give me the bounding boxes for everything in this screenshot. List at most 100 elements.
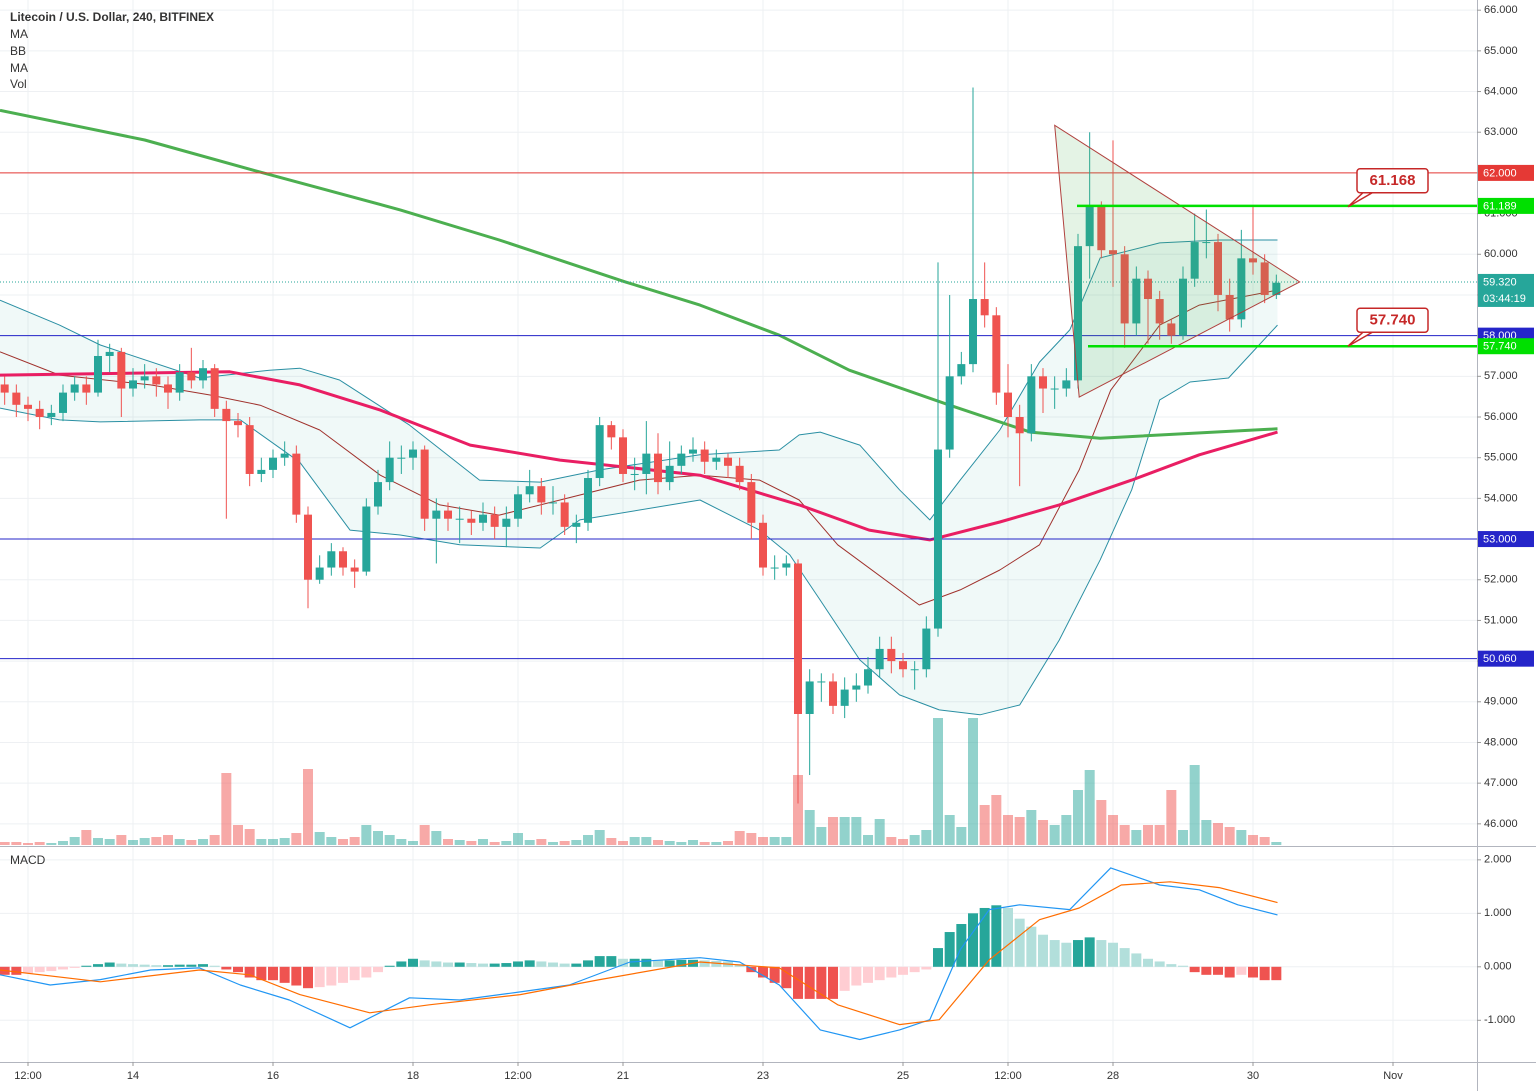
y-tick-label: 63.000 xyxy=(1484,126,1518,138)
histogram-bar xyxy=(1154,961,1165,967)
volume-bar xyxy=(1236,830,1247,845)
volume-bar xyxy=(256,839,267,845)
histogram-bar xyxy=(174,964,185,967)
y-tick-label: 49.000 xyxy=(1484,696,1518,708)
volume-bar xyxy=(454,840,465,845)
volume-bar xyxy=(653,840,663,845)
volume-bar xyxy=(209,835,220,845)
histogram-bar xyxy=(594,956,605,967)
histogram-bar xyxy=(874,966,885,981)
volume-bar xyxy=(58,841,68,845)
volume-bar xyxy=(69,837,80,845)
x-tick-label: 12:00 xyxy=(14,1070,42,1082)
histogram-bar xyxy=(711,960,722,967)
histogram-bar xyxy=(361,966,372,978)
bollinger-middle xyxy=(0,289,1278,606)
x-tick-label: 16 xyxy=(267,1070,279,1082)
histogram-bar xyxy=(431,961,442,967)
histogram-bar xyxy=(1108,942,1118,967)
histogram-bar xyxy=(23,966,33,974)
volume-bar xyxy=(909,835,920,845)
volume-bar xyxy=(874,819,885,845)
histogram-bar xyxy=(851,966,862,986)
candle-body xyxy=(374,482,382,507)
histogram-bar xyxy=(781,966,792,989)
candle-body xyxy=(817,681,826,683)
histogram-bar xyxy=(396,961,407,967)
volume-bar xyxy=(489,842,500,845)
candle-body xyxy=(665,465,674,483)
candle-body xyxy=(164,384,172,393)
candle-body xyxy=(887,648,896,662)
target-label: 57.740 xyxy=(1483,341,1517,353)
current-price-label: 59.320 xyxy=(1483,276,1517,288)
legend-item: MA xyxy=(10,27,28,41)
candle-body xyxy=(105,351,114,356)
histogram-bar xyxy=(1038,934,1048,967)
candle-body xyxy=(1237,258,1246,320)
candle-body xyxy=(1085,205,1094,247)
histogram-bar xyxy=(839,966,850,991)
volume-bar xyxy=(921,830,932,845)
countdown-label: 03:44:19 xyxy=(1483,293,1526,305)
candle-body xyxy=(222,408,231,422)
histogram-bar xyxy=(536,961,547,967)
candle-body xyxy=(152,376,161,385)
volume-bar xyxy=(1259,837,1270,845)
histogram-bar xyxy=(641,958,652,967)
histogram-bar xyxy=(559,963,570,967)
volume-bar xyxy=(128,840,138,845)
candle-body xyxy=(1155,299,1164,324)
volume-bar xyxy=(384,835,395,845)
histogram-bar xyxy=(384,965,395,967)
histogram-bar xyxy=(1119,948,1130,967)
candle-body xyxy=(514,494,522,519)
histogram-bar xyxy=(513,961,523,967)
y-tick-label: 66.000 xyxy=(1484,4,1518,16)
histogram-bar xyxy=(804,966,815,999)
candle-body xyxy=(210,368,219,409)
candle-body xyxy=(1260,262,1269,295)
histogram-bar xyxy=(991,905,1002,967)
candle-body xyxy=(945,376,954,450)
level-box xyxy=(1478,650,1534,667)
candle-body xyxy=(24,404,32,409)
volume-bar xyxy=(1061,815,1072,845)
callout-box xyxy=(1356,307,1429,333)
volume-bar xyxy=(174,839,185,845)
series xyxy=(0,87,1477,999)
histogram-bar xyxy=(186,964,197,967)
volume-bar xyxy=(104,839,115,845)
histogram-bar xyxy=(151,965,162,967)
histogram-bar xyxy=(1271,966,1282,981)
candle-body xyxy=(922,628,931,670)
volume-bar xyxy=(338,839,348,845)
volume-bar xyxy=(314,832,325,845)
histogram-bar xyxy=(1073,940,1083,967)
histogram-bar xyxy=(886,966,897,978)
histogram-bar xyxy=(653,960,663,967)
volume-bar xyxy=(816,827,827,845)
volume-bar xyxy=(723,841,733,845)
volume-bar xyxy=(676,842,687,845)
histogram-bar xyxy=(921,966,932,970)
volume-bar xyxy=(361,825,372,845)
volume-bar xyxy=(1224,827,1235,845)
candle-body xyxy=(782,563,791,568)
volume-bar xyxy=(571,840,582,845)
volume-bar xyxy=(583,835,593,845)
candle-body xyxy=(129,380,137,389)
histogram-bar xyxy=(524,960,535,967)
candle-body xyxy=(642,453,651,474)
y-tick-label: 52.000 xyxy=(1484,574,1518,586)
volume-bar xyxy=(1143,825,1153,845)
volume-bar xyxy=(443,839,453,845)
histogram-bar xyxy=(1084,937,1095,967)
candle-body xyxy=(327,551,336,568)
volume-bar xyxy=(944,815,955,845)
volume-bar xyxy=(933,718,943,845)
volume-bar xyxy=(536,839,547,845)
candle-body xyxy=(770,567,779,569)
candle-body xyxy=(992,315,1001,393)
volume-bar xyxy=(1189,765,1200,845)
